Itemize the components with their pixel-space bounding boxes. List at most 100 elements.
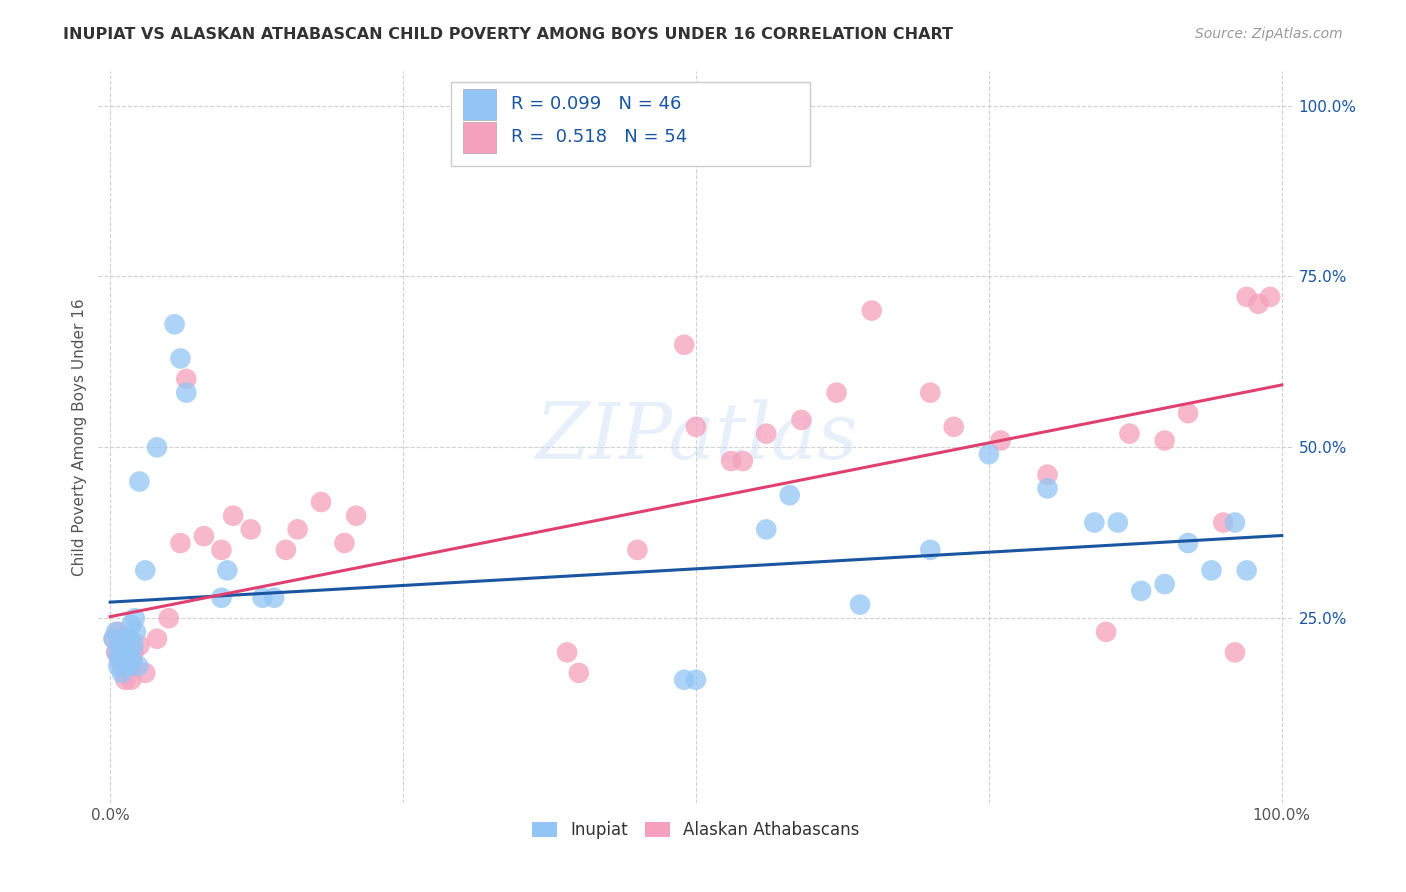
Point — [779, 488, 801, 502]
Point — [105, 624, 128, 639]
Point — [112, 632, 135, 646]
Point — [122, 639, 145, 653]
Point — [825, 385, 848, 400]
Point — [274, 542, 297, 557]
Point — [1036, 481, 1059, 495]
Point — [252, 591, 274, 605]
Point — [287, 522, 309, 536]
Point — [169, 351, 191, 366]
Point — [163, 318, 186, 332]
Point — [111, 659, 134, 673]
Point — [344, 508, 367, 523]
Point — [555, 645, 578, 659]
Point — [112, 645, 135, 659]
Point — [211, 542, 233, 557]
Point — [1247, 297, 1270, 311]
Point — [107, 659, 129, 673]
Point — [309, 495, 332, 509]
Point — [121, 652, 143, 666]
Text: R = 0.099   N = 46: R = 0.099 N = 46 — [510, 95, 681, 113]
Point — [110, 639, 132, 653]
Point — [157, 611, 180, 625]
Point — [174, 385, 197, 400]
Point — [731, 454, 754, 468]
Point — [568, 665, 591, 680]
Y-axis label: Child Poverty Among Boys Under 16: Child Poverty Among Boys Under 16 — [72, 298, 87, 576]
Point — [1177, 536, 1199, 550]
Point — [114, 673, 136, 687]
Bar — [463, 89, 496, 120]
Point — [333, 536, 356, 550]
Point — [105, 645, 128, 659]
Point — [128, 475, 150, 489]
Text: Source: ZipAtlas.com: Source: ZipAtlas.com — [1195, 27, 1343, 41]
Point — [114, 652, 136, 666]
Point — [977, 447, 1000, 461]
Point — [263, 591, 285, 605]
Point — [122, 645, 145, 659]
Point — [112, 632, 135, 646]
FancyBboxPatch shape — [451, 82, 810, 167]
Point — [124, 611, 146, 625]
Text: ZIPatlas: ZIPatlas — [534, 399, 858, 475]
Point — [125, 624, 148, 639]
Point — [790, 413, 813, 427]
Point — [193, 529, 215, 543]
Point — [1223, 645, 1246, 659]
Point — [117, 645, 139, 659]
Point — [211, 591, 233, 605]
Point — [108, 652, 131, 666]
Point — [673, 673, 696, 687]
Point — [112, 645, 135, 659]
Point — [111, 665, 134, 680]
Point — [169, 536, 191, 550]
Point — [134, 563, 156, 577]
Point — [920, 385, 942, 400]
Point — [755, 426, 778, 441]
Text: INUPIAT VS ALASKAN ATHABASCAN CHILD POVERTY AMONG BOYS UNDER 16 CORRELATION CHAR: INUPIAT VS ALASKAN ATHABASCAN CHILD POVE… — [63, 27, 953, 42]
Text: R =  0.518   N = 54: R = 0.518 N = 54 — [510, 128, 688, 146]
Point — [222, 508, 245, 523]
Point — [1153, 434, 1175, 448]
Point — [1236, 563, 1258, 577]
Point — [117, 659, 139, 673]
Legend: Inupiat, Alaskan Athabascans: Inupiat, Alaskan Athabascans — [526, 814, 866, 846]
Point — [849, 598, 872, 612]
Point — [120, 673, 142, 687]
Point — [127, 659, 149, 673]
Point — [1212, 516, 1234, 530]
Point — [146, 632, 169, 646]
Point — [217, 563, 239, 577]
Point — [1130, 583, 1153, 598]
Point — [1258, 290, 1281, 304]
Point — [860, 303, 883, 318]
Point — [120, 632, 141, 646]
Point — [121, 659, 143, 673]
Point — [1153, 577, 1175, 591]
Point — [105, 645, 128, 659]
Point — [1107, 516, 1129, 530]
Point — [685, 420, 707, 434]
Point — [103, 632, 125, 646]
Point — [239, 522, 262, 536]
Point — [174, 372, 197, 386]
Point — [128, 639, 150, 653]
Point — [626, 542, 648, 557]
Point — [673, 338, 696, 352]
Point — [134, 665, 156, 680]
Point — [118, 632, 141, 646]
Point — [685, 673, 707, 687]
Point — [1095, 624, 1118, 639]
Point — [118, 645, 141, 659]
Bar — [463, 122, 496, 153]
Point — [115, 639, 138, 653]
Point — [108, 652, 131, 666]
Point — [1083, 516, 1105, 530]
Point — [1177, 406, 1199, 420]
Point — [755, 522, 778, 536]
Point — [1036, 467, 1059, 482]
Point — [1236, 290, 1258, 304]
Point — [720, 454, 742, 468]
Point — [103, 632, 125, 646]
Point — [990, 434, 1012, 448]
